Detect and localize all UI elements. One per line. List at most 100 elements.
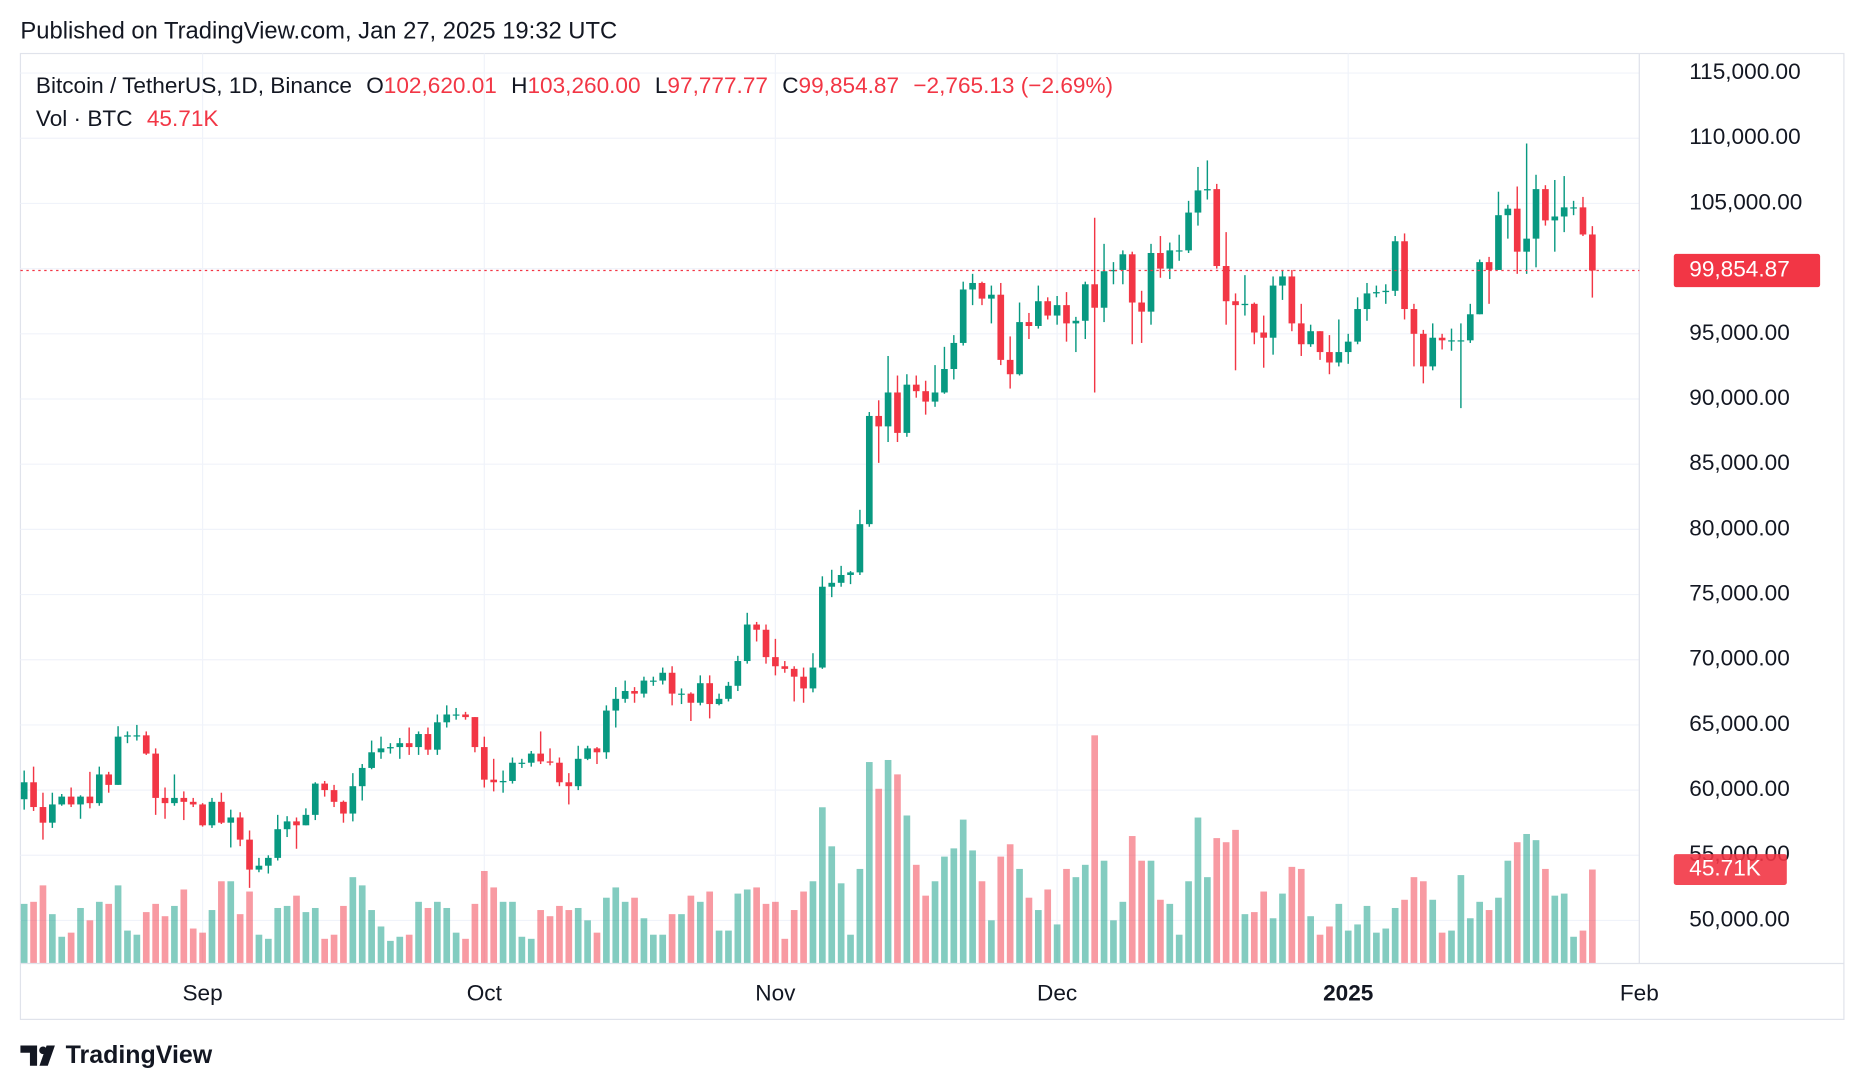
candle-body bbox=[1232, 301, 1239, 306]
volume-bar bbox=[293, 895, 300, 964]
candle-body bbox=[1382, 290, 1390, 293]
candle-body bbox=[30, 782, 37, 808]
volume-bar bbox=[884, 759, 892, 964]
volume-bar bbox=[1307, 916, 1314, 964]
volume-bar bbox=[161, 916, 169, 964]
volume-bar bbox=[603, 897, 610, 964]
volume-bar bbox=[349, 877, 357, 964]
candle-body bbox=[1457, 340, 1465, 342]
volume-bar bbox=[1204, 877, 1211, 964]
volume-bar bbox=[462, 938, 469, 964]
volume-bar bbox=[1579, 930, 1587, 964]
volume-bar bbox=[264, 938, 272, 964]
volume-bar bbox=[443, 907, 451, 964]
candle-body bbox=[415, 734, 422, 748]
volume-bar bbox=[1532, 840, 1540, 964]
volume-bar bbox=[715, 930, 723, 964]
candle-body bbox=[246, 839, 253, 870]
candle-body bbox=[133, 735, 141, 737]
volume-bar bbox=[311, 907, 319, 964]
candle-body bbox=[941, 369, 948, 393]
candle-body bbox=[236, 817, 244, 840]
volume-bar bbox=[171, 905, 178, 964]
volume-bar bbox=[1063, 868, 1070, 964]
candle-body bbox=[1495, 215, 1502, 270]
volume-bar bbox=[1476, 901, 1484, 964]
x-tick-label: 2025 bbox=[1323, 980, 1373, 1005]
volume-bar bbox=[1185, 881, 1192, 964]
candle-body bbox=[452, 714, 460, 716]
volume-bar bbox=[1035, 910, 1042, 964]
candle-body bbox=[931, 392, 939, 402]
candle-body bbox=[1288, 276, 1296, 324]
volume-bar bbox=[49, 914, 56, 964]
volume-bar bbox=[368, 910, 375, 964]
volume-bar bbox=[959, 819, 967, 964]
y-tick-label: 85,000.00 bbox=[1689, 450, 1790, 475]
volume-bar bbox=[227, 881, 235, 964]
volume-bar bbox=[509, 901, 516, 964]
candle-body bbox=[368, 752, 375, 768]
candle-body bbox=[283, 821, 291, 830]
candle-body bbox=[255, 865, 263, 870]
candle-body bbox=[1222, 266, 1230, 302]
y-tick-label: 60,000.00 bbox=[1689, 776, 1790, 801]
legend-key: L bbox=[655, 73, 668, 98]
volume-bar bbox=[800, 891, 807, 964]
candle-body bbox=[903, 384, 911, 433]
candle-body bbox=[1175, 250, 1183, 252]
candle-body bbox=[753, 624, 760, 630]
volume-bar bbox=[1147, 860, 1155, 964]
candle-body bbox=[189, 801, 197, 805]
symbol: Bitcoin / TetherUS, 1D, Binance bbox=[36, 73, 352, 98]
volume-bar bbox=[1213, 838, 1221, 964]
last-price-label: 99,854.87 bbox=[1689, 256, 1790, 281]
volume-bar bbox=[152, 903, 159, 964]
volume-bar bbox=[1420, 881, 1427, 964]
candle-body bbox=[218, 801, 225, 823]
candle-body bbox=[1485, 262, 1493, 270]
candle-body bbox=[546, 761, 554, 763]
candle-body bbox=[603, 710, 610, 753]
volume-title: Vol · BTC bbox=[36, 106, 133, 131]
candle-body bbox=[649, 680, 657, 682]
candle-body bbox=[1110, 269, 1117, 272]
candle-body bbox=[405, 743, 413, 748]
candle-body bbox=[1035, 301, 1042, 326]
volume-bar bbox=[1344, 930, 1352, 964]
volume-bar bbox=[1551, 895, 1559, 964]
volume-bar bbox=[1326, 926, 1333, 964]
volume-bar bbox=[452, 932, 460, 964]
volume-bar bbox=[556, 905, 563, 964]
candle-body bbox=[1081, 284, 1089, 321]
volume-bar bbox=[537, 910, 544, 964]
volume-bar bbox=[912, 864, 920, 964]
volume-bar bbox=[105, 903, 113, 964]
volume-bar bbox=[941, 856, 948, 964]
candle-body bbox=[640, 680, 648, 694]
volume-bar bbox=[1438, 932, 1446, 964]
volume-bar bbox=[1542, 868, 1549, 964]
candle-body bbox=[800, 676, 807, 689]
candle-body bbox=[715, 698, 723, 705]
volume-bar bbox=[95, 901, 103, 964]
legend-key: O bbox=[366, 73, 384, 98]
candle-body bbox=[1316, 331, 1324, 353]
volume-bar bbox=[706, 891, 714, 964]
candle-body bbox=[1420, 333, 1427, 367]
volume-bar bbox=[865, 762, 873, 964]
logo: TradingView bbox=[20, 1041, 213, 1069]
volume-bar bbox=[1382, 928, 1390, 964]
legend-value: 97,777.77 bbox=[667, 73, 768, 98]
candle-body bbox=[86, 796, 94, 804]
volume-bar bbox=[1504, 860, 1512, 964]
candle-body bbox=[762, 629, 770, 658]
candle-body bbox=[1119, 254, 1127, 270]
volume-bar bbox=[1513, 842, 1521, 964]
candle-body bbox=[208, 801, 216, 826]
last-price-box bbox=[1673, 253, 1821, 288]
volume-bar bbox=[1495, 897, 1502, 964]
volume-bar bbox=[1119, 901, 1127, 964]
candle-body bbox=[1551, 216, 1559, 221]
candle-body bbox=[434, 722, 441, 750]
